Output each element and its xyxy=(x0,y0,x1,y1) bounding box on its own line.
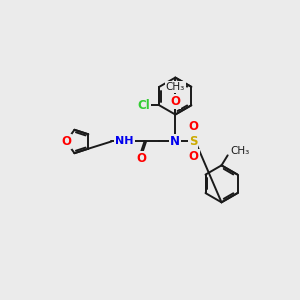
Text: S: S xyxy=(189,135,197,148)
Text: Cl: Cl xyxy=(137,99,150,112)
Text: O: O xyxy=(189,120,199,133)
Text: O: O xyxy=(170,95,180,108)
Text: O: O xyxy=(189,150,199,164)
Text: CH₃: CH₃ xyxy=(166,82,185,92)
Text: O: O xyxy=(61,135,71,148)
Text: CH₃: CH₃ xyxy=(231,146,250,156)
Text: NH: NH xyxy=(115,136,134,146)
Text: O: O xyxy=(136,152,146,165)
Text: N: N xyxy=(170,135,180,148)
